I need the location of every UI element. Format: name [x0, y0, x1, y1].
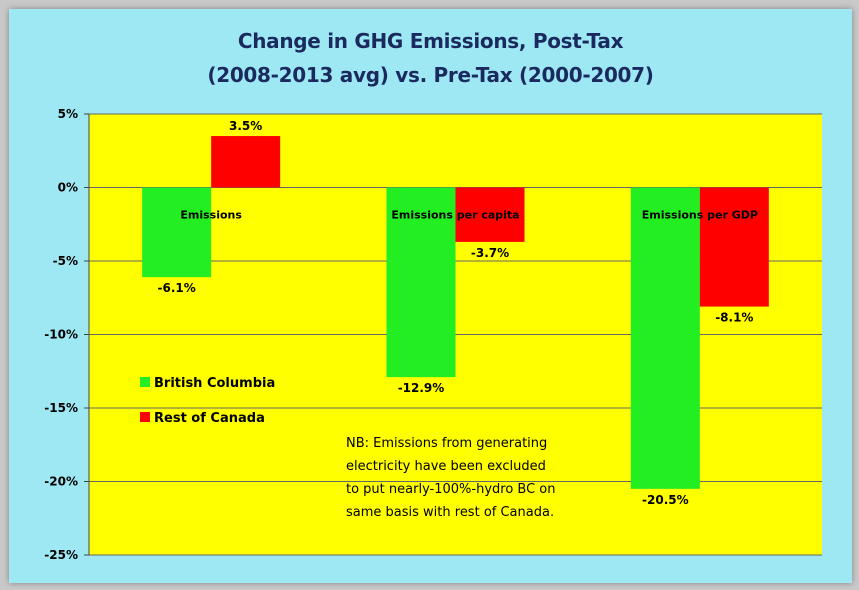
bar-bc-2 — [386, 187, 456, 378]
data-label: -3.7% — [471, 246, 509, 260]
bar-roc-1 — [211, 136, 281, 188]
legend-swatch-bc — [140, 377, 150, 387]
category-label: Emissions — [180, 209, 242, 222]
note-line: NB: Emissions from generating — [346, 436, 547, 451]
legend-label: British Columbia — [154, 376, 275, 391]
y-tick-label: 0% — [58, 181, 78, 195]
note-line: to put nearly-100%-hydro BC on — [346, 482, 556, 497]
chart-title: Change in GHG Emissions, Post-Tax — [237, 29, 624, 53]
note-line: same basis with rest of Canada. — [346, 505, 554, 520]
category-label: Emissions per capita — [391, 209, 519, 222]
chart-subtitle: (2008-2013 avg) vs. Pre-Tax (2000-2007) — [207, 63, 654, 87]
y-tick-label: -10% — [44, 328, 78, 342]
bar-roc-3 — [699, 187, 769, 307]
y-tick-label: -15% — [44, 401, 78, 415]
note-line: electricity have been excluded — [346, 459, 546, 474]
bar-bc-1 — [142, 187, 212, 278]
y-tick-label: 5% — [58, 107, 78, 121]
data-label: -20.5% — [642, 493, 689, 507]
bar-bc-3 — [630, 187, 700, 489]
data-label: -6.1% — [158, 281, 196, 295]
y-tick-label: -25% — [44, 548, 78, 562]
bar-roc-2 — [455, 187, 525, 242]
legend-swatch-roc — [140, 412, 150, 422]
y-tick-label: -5% — [53, 254, 78, 268]
data-label: -12.9% — [398, 381, 445, 395]
legend-label: Rest of Canada — [154, 411, 265, 426]
data-label: -8.1% — [715, 311, 753, 325]
data-label: 3.5% — [229, 119, 262, 133]
category-label: Emissions per GDP — [642, 209, 758, 222]
y-tick-label: -20% — [44, 475, 78, 489]
